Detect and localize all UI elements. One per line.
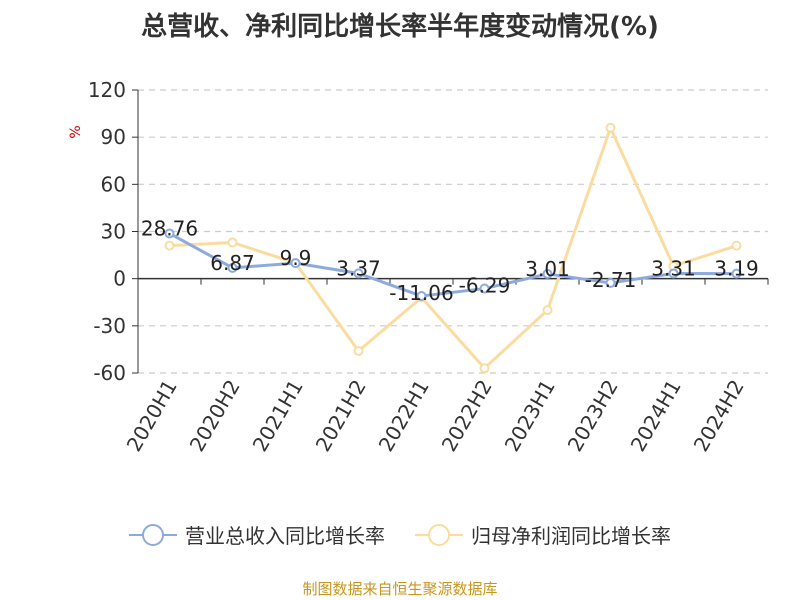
grid-lines [138,89,768,374]
point-profit [353,345,364,356]
data-label-revenue: 3.31 [651,256,696,280]
legend-label-profit: 归母净利润同比增长率 [471,524,671,548]
x-tick-label: 2021H2 [311,376,371,456]
legend-label-revenue: 营业总收入同比增长率 [185,524,385,548]
y-tick-label: 90 [101,125,126,149]
x-tick-label: 2023H1 [500,376,560,456]
y-tick-label: 0 [113,267,126,291]
x-tick-label: 2023H2 [563,376,623,456]
y-tick-label: 60 [101,172,126,196]
data-label-revenue: 9.9 [280,246,312,270]
legend: 营业总收入同比增长率 归母净利润同比增长率 [0,520,800,549]
x-tick-label: 2024H2 [689,376,749,456]
point-revenue [227,262,238,273]
point-profit [731,240,742,251]
point-revenue [290,258,301,269]
point-revenue [479,283,490,294]
y-tick-label: -30 [93,314,126,338]
x-tick-label: 2021H1 [248,376,308,456]
data-label-revenue: 6.87 [210,251,255,275]
data-label-revenue: -6.29 [459,274,511,298]
legend-item-revenue[interactable]: 营业总收入同比增长率 [129,520,385,549]
y-tick-label: 120 [88,78,126,102]
data-label-revenue: 3.37 [336,256,381,280]
x-tick-label: 2024H1 [626,376,686,456]
series-line-revenue [168,232,737,298]
x-tick-label: 2020H1 [122,376,182,456]
point-revenue [605,277,616,288]
legend-marker-profit [415,523,463,546]
series-line-profit [169,126,737,370]
x-tick-label: 2020H2 [185,376,245,456]
x-tick-label: 2022H2 [437,376,497,456]
point-profit [227,237,238,248]
legend-item-profit[interactable]: 归母净利润同比增长率 [415,520,671,549]
point-profit [479,363,490,374]
series-layer [164,122,742,374]
source-note: 制图数据来自恒生聚源数据库 [302,580,498,598]
point-revenue [731,268,742,279]
y-tick-label: -60 [93,361,126,385]
point-profit [605,122,616,133]
point-profit [164,240,175,251]
legend-marker-revenue [129,523,177,546]
y-tick-label: 30 [101,220,126,244]
data-label-revenue: -2.71 [585,268,637,292]
data-label-revenue: -11.06 [389,281,453,305]
point-revenue [164,228,175,239]
point-revenue [542,268,553,279]
y-axis-unit: % [68,125,84,138]
point-revenue [353,268,364,279]
data-label-revenue: 28.76 [141,216,198,240]
point-profit [542,305,553,316]
x-tick-label: 2022H1 [374,376,434,456]
point-revenue [416,291,427,302]
data-labels: 28.76 6.87 9.9 3.37 -11.06 -6.29 3.01 -2.71 3.31… [141,216,759,305]
data-label-revenue: 3.01 [525,257,570,281]
data-label-revenue: 3.19 [714,257,759,281]
chart-title: 总营收、净利同比增长率半年度变动情况(%) [141,12,659,42]
point-revenue [668,268,679,279]
